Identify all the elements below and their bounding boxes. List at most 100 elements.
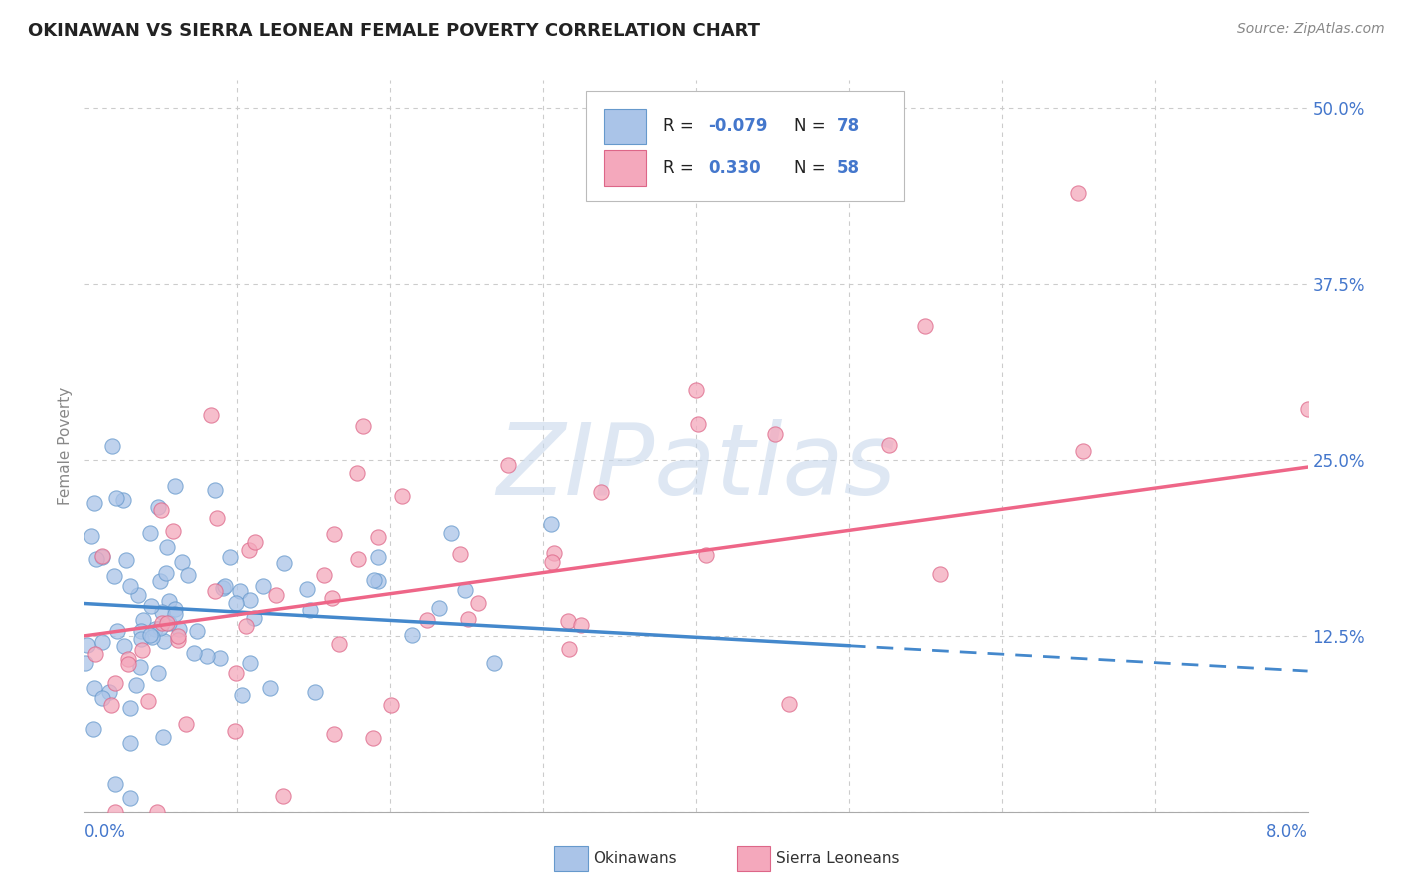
Point (118, 736, 141, 750)
Point (157, 593, 180, 607)
Point (162, 524, 184, 538)
Point (163, 478, 186, 492)
Point (118, 579, 141, 593)
Point (322, 727, 344, 741)
Point (252, 579, 274, 593)
Text: OKINAWAN VS SIERRA LEONEAN FEMALE POVERTY CORRELATION CHART: OKINAWAN VS SIERRA LEONEAN FEMALE POVERT… (28, 22, 761, 40)
Point (156, 615, 179, 630)
Point (416, 613, 439, 627)
Point (321, 591, 343, 605)
Point (120, 700, 142, 714)
Point (264, 588, 287, 602)
Point (103, 569, 125, 583)
Point (484, 656, 506, 670)
Text: Sierra Leoneans: Sierra Leoneans (776, 851, 900, 865)
Text: -0.079: -0.079 (709, 118, 768, 136)
Text: 8.0%: 8.0% (1265, 823, 1308, 841)
Point (219, 549, 242, 564)
Point (695, 548, 717, 562)
Point (235, 619, 257, 633)
Point (312, 567, 335, 582)
Text: N =: N = (794, 159, 831, 177)
Point (328, 637, 350, 651)
Point (150, 615, 173, 630)
Point (152, 634, 174, 648)
Point (204, 483, 226, 497)
Point (557, 614, 579, 628)
Point (146, 805, 169, 819)
Text: Okinawans: Okinawans (593, 851, 676, 865)
Point (214, 579, 236, 593)
Point (352, 419, 374, 434)
Point (543, 546, 565, 560)
Point (177, 568, 200, 582)
Point (454, 583, 477, 598)
Point (295, 582, 318, 597)
Point (157, 616, 180, 631)
Point (112, 639, 135, 653)
Point (90, 549, 112, 564)
Point (367, 574, 389, 589)
Point (243, 534, 266, 549)
Point (117, 652, 139, 666)
Point (97, 684, 120, 698)
Text: 0.330: 0.330 (709, 159, 761, 177)
Text: ZIPatlas: ZIPatlas (496, 419, 896, 516)
Point (146, 500, 169, 515)
Point (496, 458, 519, 472)
Point (127, 589, 149, 603)
Point (273, 556, 295, 570)
Point (174, 717, 197, 731)
Point (143, 622, 166, 636)
Point (138, 525, 160, 540)
Point (259, 681, 281, 695)
Point (146, 665, 169, 680)
Point (141, 631, 163, 645)
Point (104, 675, 127, 690)
Point (105, 491, 128, 505)
Point (76, 638, 98, 652)
Point (197, 648, 219, 663)
Point (165, 607, 187, 621)
Point (363, 573, 385, 587)
Point (467, 596, 489, 610)
Point (225, 666, 247, 681)
Point (239, 656, 262, 670)
Point (129, 660, 152, 674)
Point (367, 549, 389, 564)
Point (449, 548, 471, 562)
FancyBboxPatch shape (586, 91, 904, 201)
Point (73, 656, 96, 670)
Text: Source: ZipAtlas.com: Source: ZipAtlas.com (1237, 22, 1385, 37)
Point (105, 624, 128, 638)
FancyBboxPatch shape (605, 151, 645, 186)
Point (558, 641, 581, 656)
Point (104, 805, 127, 819)
Point (125, 678, 148, 692)
Point (778, 698, 800, 712)
Point (101, 439, 124, 453)
Point (131, 643, 153, 657)
Point (322, 527, 344, 541)
Text: R =: R = (664, 159, 699, 177)
Point (1067, 186, 1090, 200)
Point (367, 530, 389, 544)
Point (80, 529, 103, 543)
Point (298, 603, 321, 617)
Point (104, 776, 127, 790)
Point (231, 688, 253, 702)
Point (304, 685, 326, 699)
Point (120, 790, 142, 805)
Point (149, 503, 172, 517)
Point (152, 730, 174, 744)
Point (271, 789, 294, 803)
Point (427, 601, 450, 615)
Point (225, 596, 247, 610)
Point (156, 540, 179, 554)
Point (167, 622, 190, 636)
Point (83, 681, 105, 695)
Point (83, 496, 105, 510)
Point (150, 605, 173, 619)
Point (167, 629, 190, 643)
Text: R =: R = (664, 118, 699, 136)
